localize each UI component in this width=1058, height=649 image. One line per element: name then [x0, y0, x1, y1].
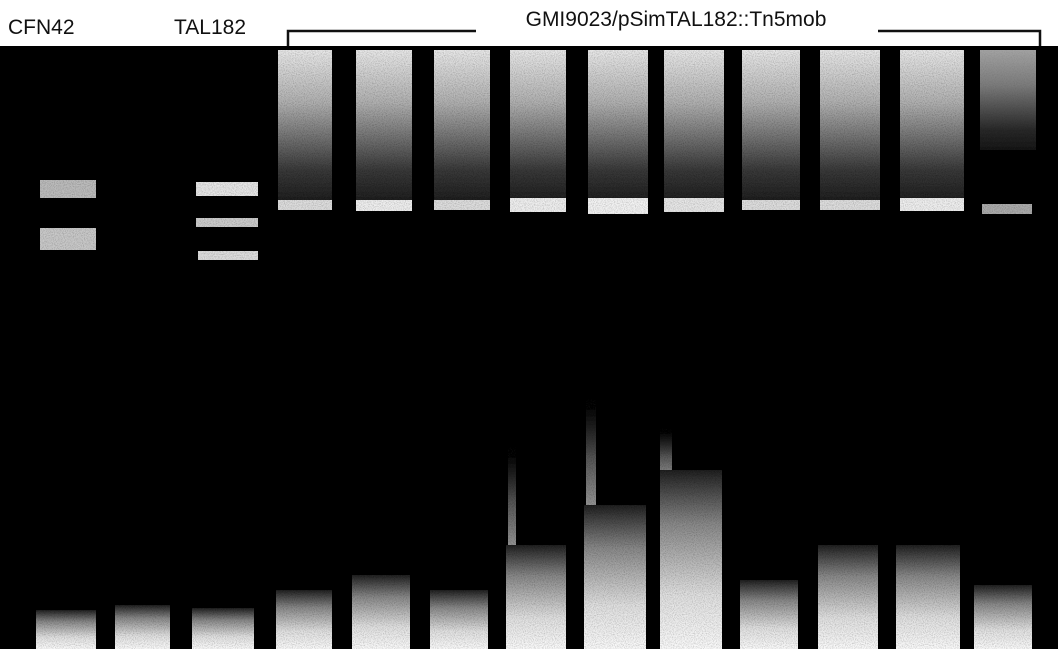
group-label: GMI9023/pSimTAL182::Tn5mob	[526, 8, 827, 31]
lane	[660, 50, 724, 649]
band	[198, 251, 258, 260]
lane	[584, 50, 648, 649]
lane	[974, 50, 1036, 649]
band	[40, 180, 96, 198]
band	[196, 182, 258, 196]
group-bracket	[286, 29, 1042, 46]
lane	[430, 50, 490, 649]
gel-lanes	[36, 50, 1036, 649]
band	[196, 218, 258, 227]
smear	[115, 605, 170, 649]
lane	[740, 50, 800, 649]
smear	[36, 610, 96, 649]
band	[40, 228, 96, 250]
smear	[192, 608, 254, 649]
lane	[818, 50, 880, 649]
lane-label: CFN42	[8, 16, 75, 39]
lane	[506, 50, 566, 649]
lane	[352, 50, 412, 649]
lane-label: TAL182	[174, 16, 246, 39]
lane	[276, 50, 332, 649]
lane	[896, 50, 964, 649]
